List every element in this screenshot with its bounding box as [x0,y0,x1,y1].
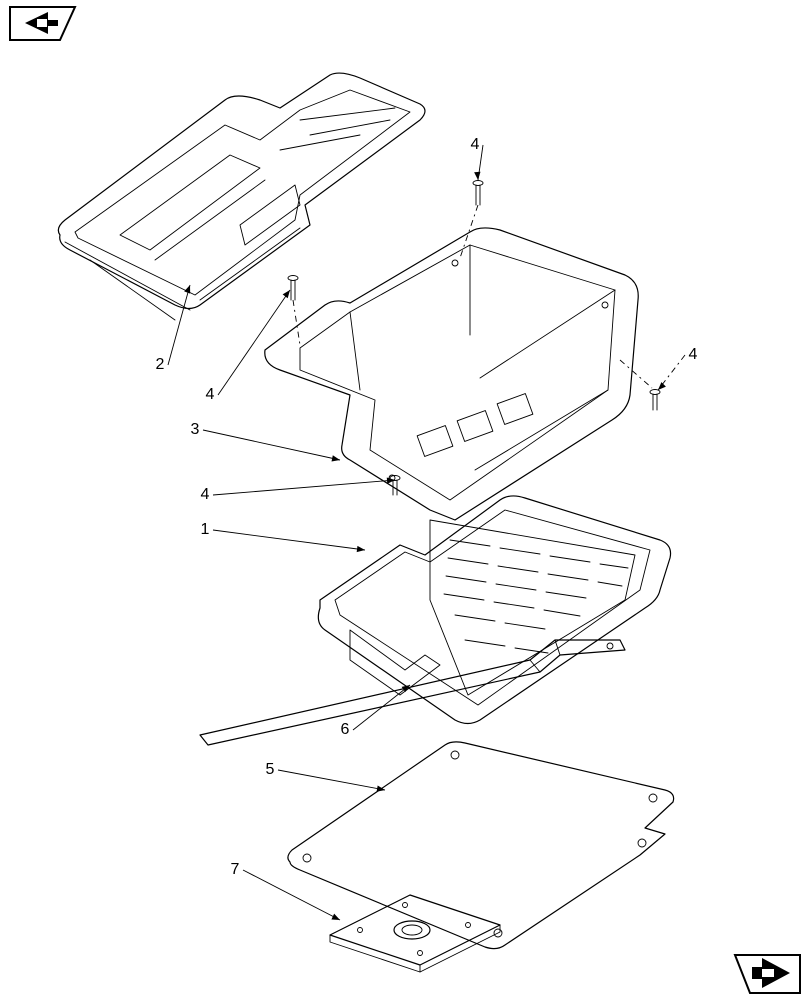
callout-7: 7 [231,861,240,879]
nav-next-icon [735,955,800,993]
leaders [168,145,685,920]
callout-2: 2 [156,356,165,374]
screw-4-right [650,390,660,411]
callout-1: 1 [201,521,210,539]
part-1-floor-plate [318,496,670,724]
parts-svg [0,0,812,1000]
part-6-strap [200,640,625,745]
screw-4-top [473,181,483,206]
callout-3: 3 [191,421,200,439]
callout-4c: 4 [689,346,698,364]
screw-4-left [288,276,298,301]
callout-4b: 4 [206,386,215,404]
part-2-tray-upper [58,73,425,320]
callout-5: 5 [266,761,275,779]
part-5-cover-plate [288,742,674,949]
screw-4-bottom [390,476,400,496]
callout-6: 6 [341,721,350,739]
part-3-bracket [265,228,638,520]
nav-prev-icon [10,7,75,40]
diagram-canvas: 1234444567 [0,0,812,1000]
callout-4d: 4 [201,486,210,504]
part-7-base-plate [330,895,500,972]
callout-4a: 4 [471,136,480,154]
